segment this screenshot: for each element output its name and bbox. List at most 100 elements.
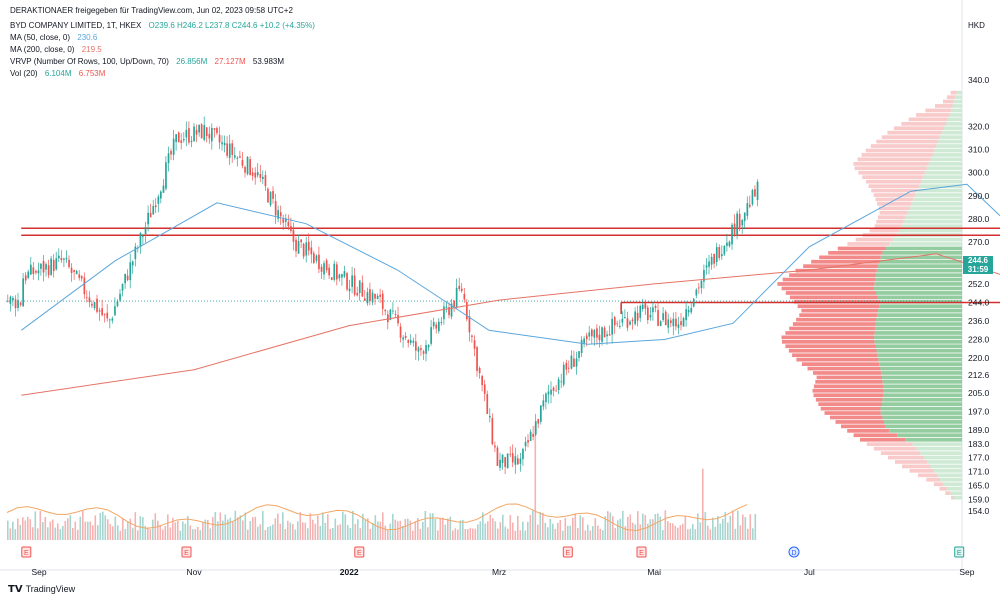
candle-body xyxy=(463,293,466,300)
volume-bar xyxy=(454,528,457,540)
vp-down-bar xyxy=(785,291,877,295)
candle-body xyxy=(619,326,621,327)
candle-body xyxy=(101,308,103,316)
candle-body xyxy=(93,302,96,309)
volume-bar xyxy=(122,518,124,540)
volume-bar xyxy=(599,528,602,540)
legend-ma200-row[interactable]: MA (200, close, 0) 219.5 xyxy=(10,44,107,56)
volume-bar xyxy=(544,522,547,540)
volume-bar xyxy=(472,528,474,540)
candle-body xyxy=(185,129,188,138)
volume-bar xyxy=(107,519,109,540)
legend-symbol[interactable]: BYD COMPANY LIMITED, 1T, HKEX xyxy=(10,21,142,30)
candle-body xyxy=(86,297,88,299)
vp-down-bar xyxy=(871,188,918,193)
candle-body xyxy=(741,220,744,226)
volume-bar xyxy=(187,516,189,540)
volume-bar xyxy=(654,514,657,540)
vp-up-bar xyxy=(930,157,962,162)
volume-bar xyxy=(159,525,162,540)
legend-vol-row[interactable]: Vol (20) 6.104M 6.753M xyxy=(10,68,110,80)
vp-down-bar xyxy=(855,237,893,242)
vp-up-bar xyxy=(946,486,962,491)
volume-bar xyxy=(617,520,619,540)
volume-bar xyxy=(359,528,362,540)
legend-vrvp-row[interactable]: VRVP (Number Of Rows, 100, Up/Down, 70) … xyxy=(10,56,289,68)
volume-bar xyxy=(174,522,177,540)
candle-body xyxy=(83,277,86,295)
vp-down-bar xyxy=(876,139,939,144)
candle-body xyxy=(596,328,598,338)
candle-body xyxy=(402,337,404,340)
volume-bar xyxy=(444,524,447,540)
candle-body xyxy=(63,258,65,260)
vp-down-bar xyxy=(830,415,883,420)
candle-body xyxy=(496,447,499,466)
vp-up-bar xyxy=(955,95,962,99)
volume-bar xyxy=(132,528,134,540)
candle-body xyxy=(32,267,35,274)
candle-body xyxy=(73,270,75,272)
candle-body xyxy=(626,318,629,328)
volume-bar xyxy=(244,512,247,540)
candle-body xyxy=(672,318,675,327)
vp-up-bar xyxy=(942,130,962,135)
candle-body xyxy=(448,307,450,315)
candle-body xyxy=(333,263,336,280)
candle-body xyxy=(379,294,381,297)
vp-down-bar xyxy=(935,104,953,108)
candle-body xyxy=(608,334,611,336)
legend-vol-value1: 6.104M xyxy=(44,69,72,78)
candle-body xyxy=(147,212,149,225)
vp-down-bar xyxy=(837,246,886,251)
volume-bar xyxy=(164,526,167,540)
volume-bar xyxy=(69,515,72,540)
volume-bar xyxy=(24,520,27,540)
volume-bar xyxy=(497,528,499,540)
tradingview-logo[interactable]: 𝗧𝗩 TradingView xyxy=(8,584,75,595)
candle-body xyxy=(412,340,415,343)
vp-down-bar xyxy=(895,460,928,464)
volume-bar xyxy=(742,514,744,540)
vp-up-bar xyxy=(949,113,962,117)
volume-bar xyxy=(312,519,314,540)
volume-bar xyxy=(422,521,424,540)
candle-body xyxy=(315,255,318,261)
vp-down-bar xyxy=(854,166,927,171)
candle-body xyxy=(7,300,9,302)
candle-body xyxy=(60,257,63,261)
candle-body xyxy=(399,326,402,338)
volume-bar xyxy=(332,528,334,540)
volume-bar xyxy=(704,512,707,540)
y-tick-label: 171.0 xyxy=(968,467,990,477)
candle-body xyxy=(692,298,695,307)
volume-bar xyxy=(459,520,462,540)
volume-bar xyxy=(157,520,159,540)
volume-bar xyxy=(407,518,409,540)
volume-bar xyxy=(297,521,299,540)
legend-ma50-row[interactable]: MA (50, close, 0) 230.6 xyxy=(10,32,102,44)
volume-bar xyxy=(539,512,542,540)
volume-bar xyxy=(394,519,397,540)
candle-body xyxy=(506,453,509,469)
volume-bar xyxy=(717,516,719,540)
vp-down-bar xyxy=(874,224,902,228)
volume-bar xyxy=(414,521,417,540)
vp-down-bar xyxy=(887,130,943,135)
candle-body xyxy=(371,292,374,303)
volume-bar xyxy=(707,525,709,540)
candle-body xyxy=(680,321,682,326)
volume-bar xyxy=(587,524,589,540)
vp-down-bar xyxy=(782,277,876,282)
vp-up-bar xyxy=(940,477,962,482)
x-tick-label: Sep xyxy=(31,567,46,577)
vp-down-bar xyxy=(789,273,877,277)
volume-bar xyxy=(492,518,494,540)
candle-body xyxy=(30,264,32,275)
volume-bar xyxy=(257,526,259,540)
volume-bar xyxy=(137,530,139,540)
candle-body xyxy=(190,140,193,142)
volume-bar xyxy=(57,523,59,540)
volume-bar xyxy=(384,525,387,540)
